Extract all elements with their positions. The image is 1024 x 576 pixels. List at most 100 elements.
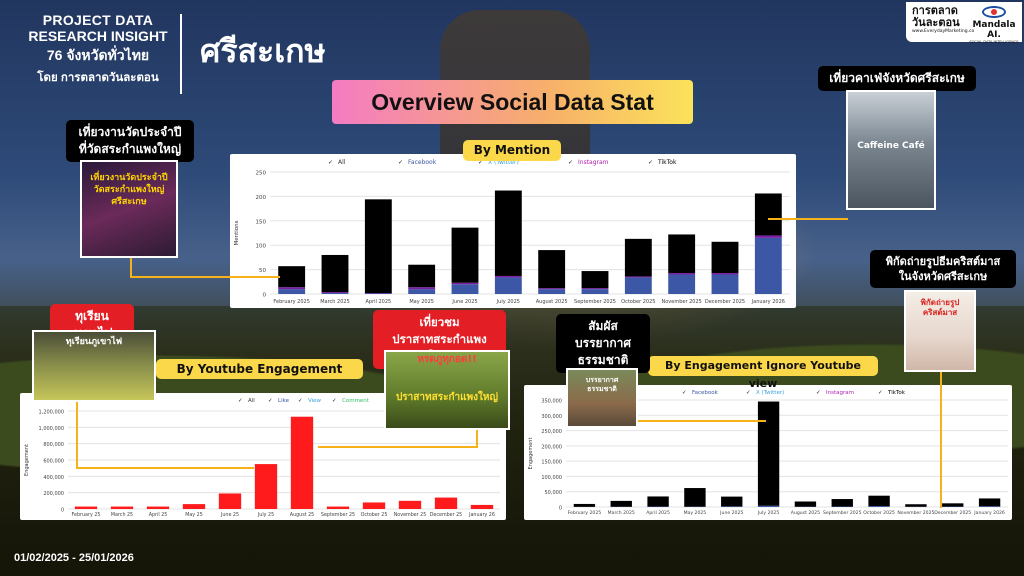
legend-label: Facebook bbox=[408, 159, 437, 166]
callout-cafe: เที่ยวคาเฟ่จังหวัดศรีสะเกษ bbox=[818, 66, 976, 91]
legend-check-icon: ✓ bbox=[268, 398, 273, 404]
youtube-chart-panel: 1,200,000 1,000,000 800,000 600,000 400,000 2… bbox=[20, 393, 506, 520]
thumb-temple-fair-text: เที่ยวงานวัดประจำปี วัดสระกำแพงใหญ่ ศรีส… bbox=[90, 173, 168, 207]
bar-tiktok bbox=[408, 264, 436, 288]
x-tick-label: October 2025 bbox=[863, 510, 895, 516]
legend-label: Like bbox=[278, 398, 290, 404]
thumb-castle-top: หรดภูทุกอด!! bbox=[417, 354, 477, 365]
bar-instagram bbox=[494, 275, 522, 278]
bar-facebook bbox=[624, 277, 652, 294]
bar-tiktok bbox=[794, 501, 817, 507]
y-tick-label: 150 bbox=[256, 219, 267, 225]
y-tick-label: 250 bbox=[256, 171, 267, 177]
bar-facebook bbox=[538, 289, 566, 294]
x-tick-label: October 25 bbox=[361, 512, 388, 518]
bar-tiktok bbox=[610, 500, 632, 507]
bar-tiktok bbox=[754, 193, 782, 236]
bar-tiktok bbox=[494, 190, 522, 276]
connector-cafe-h bbox=[768, 218, 848, 220]
mention-chart-panel: 250 200 150 100 50 0 Mentions February 2025 Marc… bbox=[230, 154, 796, 308]
legend-label: Facebook bbox=[692, 390, 719, 396]
bar-view bbox=[434, 497, 458, 509]
bar-tiktok bbox=[364, 199, 392, 294]
y-tick-label: 150,000 bbox=[541, 460, 562, 466]
bar-view bbox=[218, 493, 242, 509]
bar-facebook bbox=[721, 506, 743, 507]
y-tick-label: 50,000 bbox=[545, 490, 563, 496]
connector-temple-v bbox=[130, 257, 132, 277]
bar-view bbox=[398, 500, 422, 509]
engagement-chart-title: By Engagement Ignore Youtube view bbox=[648, 356, 878, 390]
bar-instagram bbox=[754, 235, 782, 238]
thumbnail-christmas[interactable]: พิกัดถ่ายรูป คริสต์มาส bbox=[904, 290, 976, 372]
x-tick-label: June 2025 bbox=[451, 299, 477, 305]
eye-icon bbox=[982, 6, 1006, 18]
y-axis-label: Engagement bbox=[528, 438, 534, 470]
x-tick-label: November 2025 bbox=[662, 299, 702, 305]
bar-facebook bbox=[978, 506, 1001, 507]
bar-tiktok bbox=[278, 266, 306, 288]
bar-view bbox=[74, 506, 98, 509]
everyday-marketing-logo: การตลาดวันละตอน www.EverydayMarketing.co bbox=[912, 4, 975, 35]
project-header: PROJECT DATA RESEARCH INSIGHT 76 จังหวัด… bbox=[18, 12, 178, 87]
bar-tiktok bbox=[451, 227, 479, 283]
callout-nature: สัมผัสบรรยากาศ ธรรมชาติ bbox=[556, 314, 650, 373]
x-tick-label: April 25 bbox=[149, 512, 168, 518]
bar-tiktok bbox=[942, 503, 964, 507]
bar-view bbox=[110, 506, 134, 509]
thumbnail-nature[interactable]: บรรยากาศธรรมชาติ bbox=[566, 368, 638, 428]
legend-label: Instagram bbox=[578, 159, 609, 166]
mention-chart-title: By Mention bbox=[463, 140, 561, 161]
bar-facebook bbox=[494, 277, 522, 294]
x-tick-label: December 2025 bbox=[705, 299, 745, 305]
x-tick-label: January 2026 bbox=[751, 299, 785, 305]
thumbnail-durian[interactable]: ทุเรียนภูเขาไฟ bbox=[32, 330, 156, 402]
youtube-chart: 1,200,000 1,000,000 800,000 600,000 400,000 2… bbox=[24, 398, 500, 518]
thumbnail-cafe[interactable]: Caffeine Café bbox=[846, 90, 936, 210]
bar-tiktok bbox=[684, 488, 706, 507]
legend-label: All bbox=[248, 398, 255, 404]
x-tick-label: April 2025 bbox=[365, 299, 391, 305]
bar-instagram bbox=[538, 288, 566, 290]
x-tick-label: September 2025 bbox=[823, 510, 862, 516]
y-tick-label: 100,000 bbox=[541, 475, 562, 481]
legend-check-icon: ✓ bbox=[746, 390, 751, 396]
x-tick-label: September 2025 bbox=[574, 299, 616, 305]
legend-label: TikTok bbox=[887, 390, 906, 396]
x-tick-label: March 2025 bbox=[608, 510, 635, 516]
logo2-tag: SOCIAL DATA INTELLIGENCE bbox=[969, 40, 1019, 44]
legend-check-icon: ✓ bbox=[328, 159, 333, 166]
legend-label: View bbox=[308, 398, 322, 404]
x-tick-label: July 25 bbox=[257, 512, 274, 518]
logo1-name: การตลาดวันละตอน bbox=[912, 4, 960, 29]
y-tick-label: 300,000 bbox=[541, 414, 562, 420]
x-tick-label: July 2025 bbox=[496, 299, 520, 305]
x-tick-label: January 2026 bbox=[973, 510, 1005, 516]
callout-christmas-text: พิกัดถ่ายรูปธีมคริสต์มาส ในจังหวัดศรีสะเ… bbox=[885, 255, 1001, 283]
bar-instagram bbox=[278, 287, 306, 290]
y-tick-label: 0 bbox=[61, 508, 64, 514]
x-tick-label: November 25 bbox=[394, 512, 427, 518]
y-tick-label: 1,000,000 bbox=[39, 426, 64, 432]
legend-check-icon: ✓ bbox=[398, 159, 403, 166]
x-tick-label: January 26 bbox=[468, 512, 495, 518]
bar-view bbox=[290, 416, 314, 509]
bar-facebook bbox=[451, 284, 479, 294]
legend-check-icon: ✓ bbox=[682, 390, 687, 396]
thumbnail-castle[interactable]: หรดภูทุกอด!! ปราสาทสระกำแพงใหญ่ bbox=[384, 350, 510, 430]
connector-durian-v bbox=[76, 400, 78, 468]
header-line-1: PROJECT DATA bbox=[42, 12, 154, 28]
y-tick-label: 350,000 bbox=[541, 399, 562, 405]
y-axis-label: Mentions bbox=[234, 220, 240, 245]
y-axis-label: Engagement bbox=[24, 444, 30, 476]
x-tick-label: August 2025 bbox=[536, 299, 568, 305]
connector-durian-h bbox=[76, 467, 254, 469]
bar-facebook bbox=[868, 506, 890, 507]
legend-check-icon: ✓ bbox=[816, 390, 821, 396]
thumb-castle-mid: ปราสาทสระกำแพงใหญ่ bbox=[395, 392, 499, 403]
logo1-url: www.EverydayMarketing.co bbox=[912, 29, 975, 34]
legend-check-icon: ✓ bbox=[298, 398, 303, 404]
thumbnail-temple-fair[interactable]: เที่ยวงานวัดประจำปี วัดสระกำแพงใหญ่ ศรีส… bbox=[80, 160, 178, 258]
x-tick-label: December 2025 bbox=[934, 510, 971, 516]
x-tick-label: September 25 bbox=[321, 512, 355, 518]
